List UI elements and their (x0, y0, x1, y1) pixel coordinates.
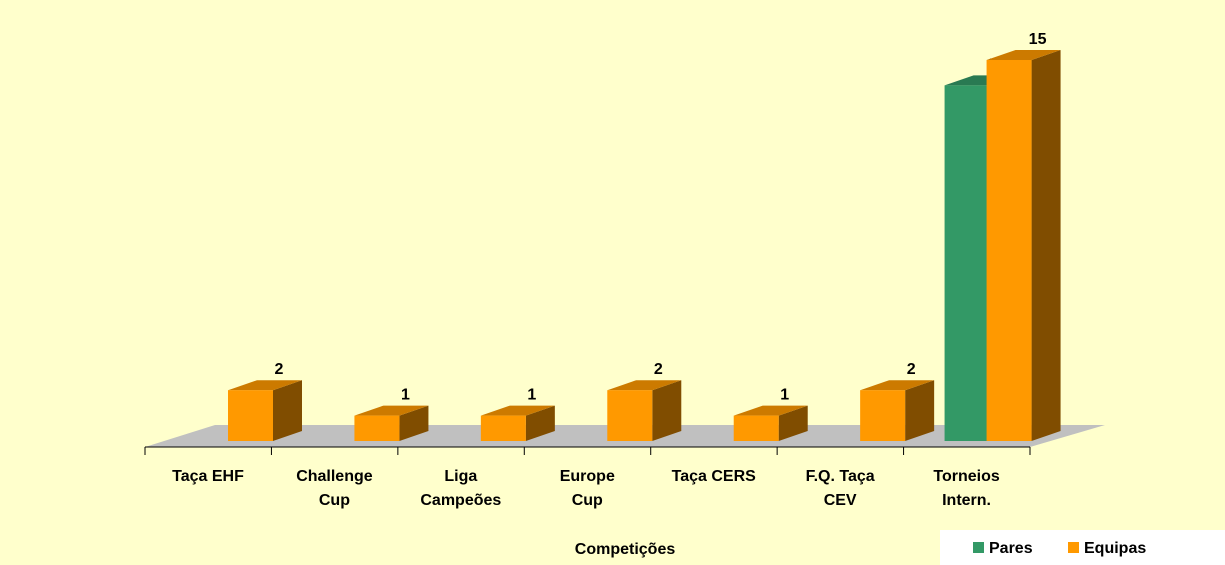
bar-side (525, 405, 555, 441)
bar-side (1031, 50, 1061, 441)
bar-side (778, 405, 808, 441)
bar-side (399, 405, 429, 441)
bar-top (480, 405, 555, 416)
value-label: 1 (780, 387, 789, 404)
bar (733, 415, 779, 441)
bar (354, 415, 400, 441)
legend-label: Equipas (1084, 540, 1146, 557)
x-tick-label: Taça CERS (671, 468, 756, 485)
bar-side (273, 380, 302, 441)
bar-top (607, 380, 682, 391)
bar (228, 390, 273, 441)
value-label: 2 (275, 361, 284, 378)
legend-label: Pares (989, 540, 1033, 557)
bar (986, 60, 1032, 441)
x-tick-label: Europe Cup (559, 468, 615, 509)
bar-top (986, 50, 1061, 60)
value-label: 1 (401, 387, 410, 404)
x-axis-label: Competições (575, 541, 676, 558)
bar (860, 390, 906, 441)
value-label: 1 (527, 387, 536, 404)
x-tick-label: Challenge Cup (296, 468, 373, 509)
bar-side (652, 380, 682, 441)
legend-swatch (1068, 542, 1079, 553)
x-tick-label: Taça EHF (172, 468, 244, 485)
x-tick-label: F.Q. Taça CEV (805, 468, 875, 509)
x-tick-label: Torneios Intern. (933, 468, 1000, 509)
x-tick-label: Liga Campeões (420, 468, 502, 509)
bar (480, 415, 526, 441)
bar-top (733, 405, 808, 416)
legend-box (940, 530, 1225, 565)
value-label: 2 (654, 361, 663, 378)
bar-side (905, 380, 935, 441)
value-label: 2 (907, 361, 916, 378)
value-label: 15 (1029, 31, 1047, 48)
legend-swatch (973, 542, 984, 553)
bar-top (860, 380, 935, 391)
bar (944, 85, 990, 442)
bar (607, 390, 653, 441)
bar-top (228, 380, 302, 391)
bar-top (354, 405, 429, 416)
